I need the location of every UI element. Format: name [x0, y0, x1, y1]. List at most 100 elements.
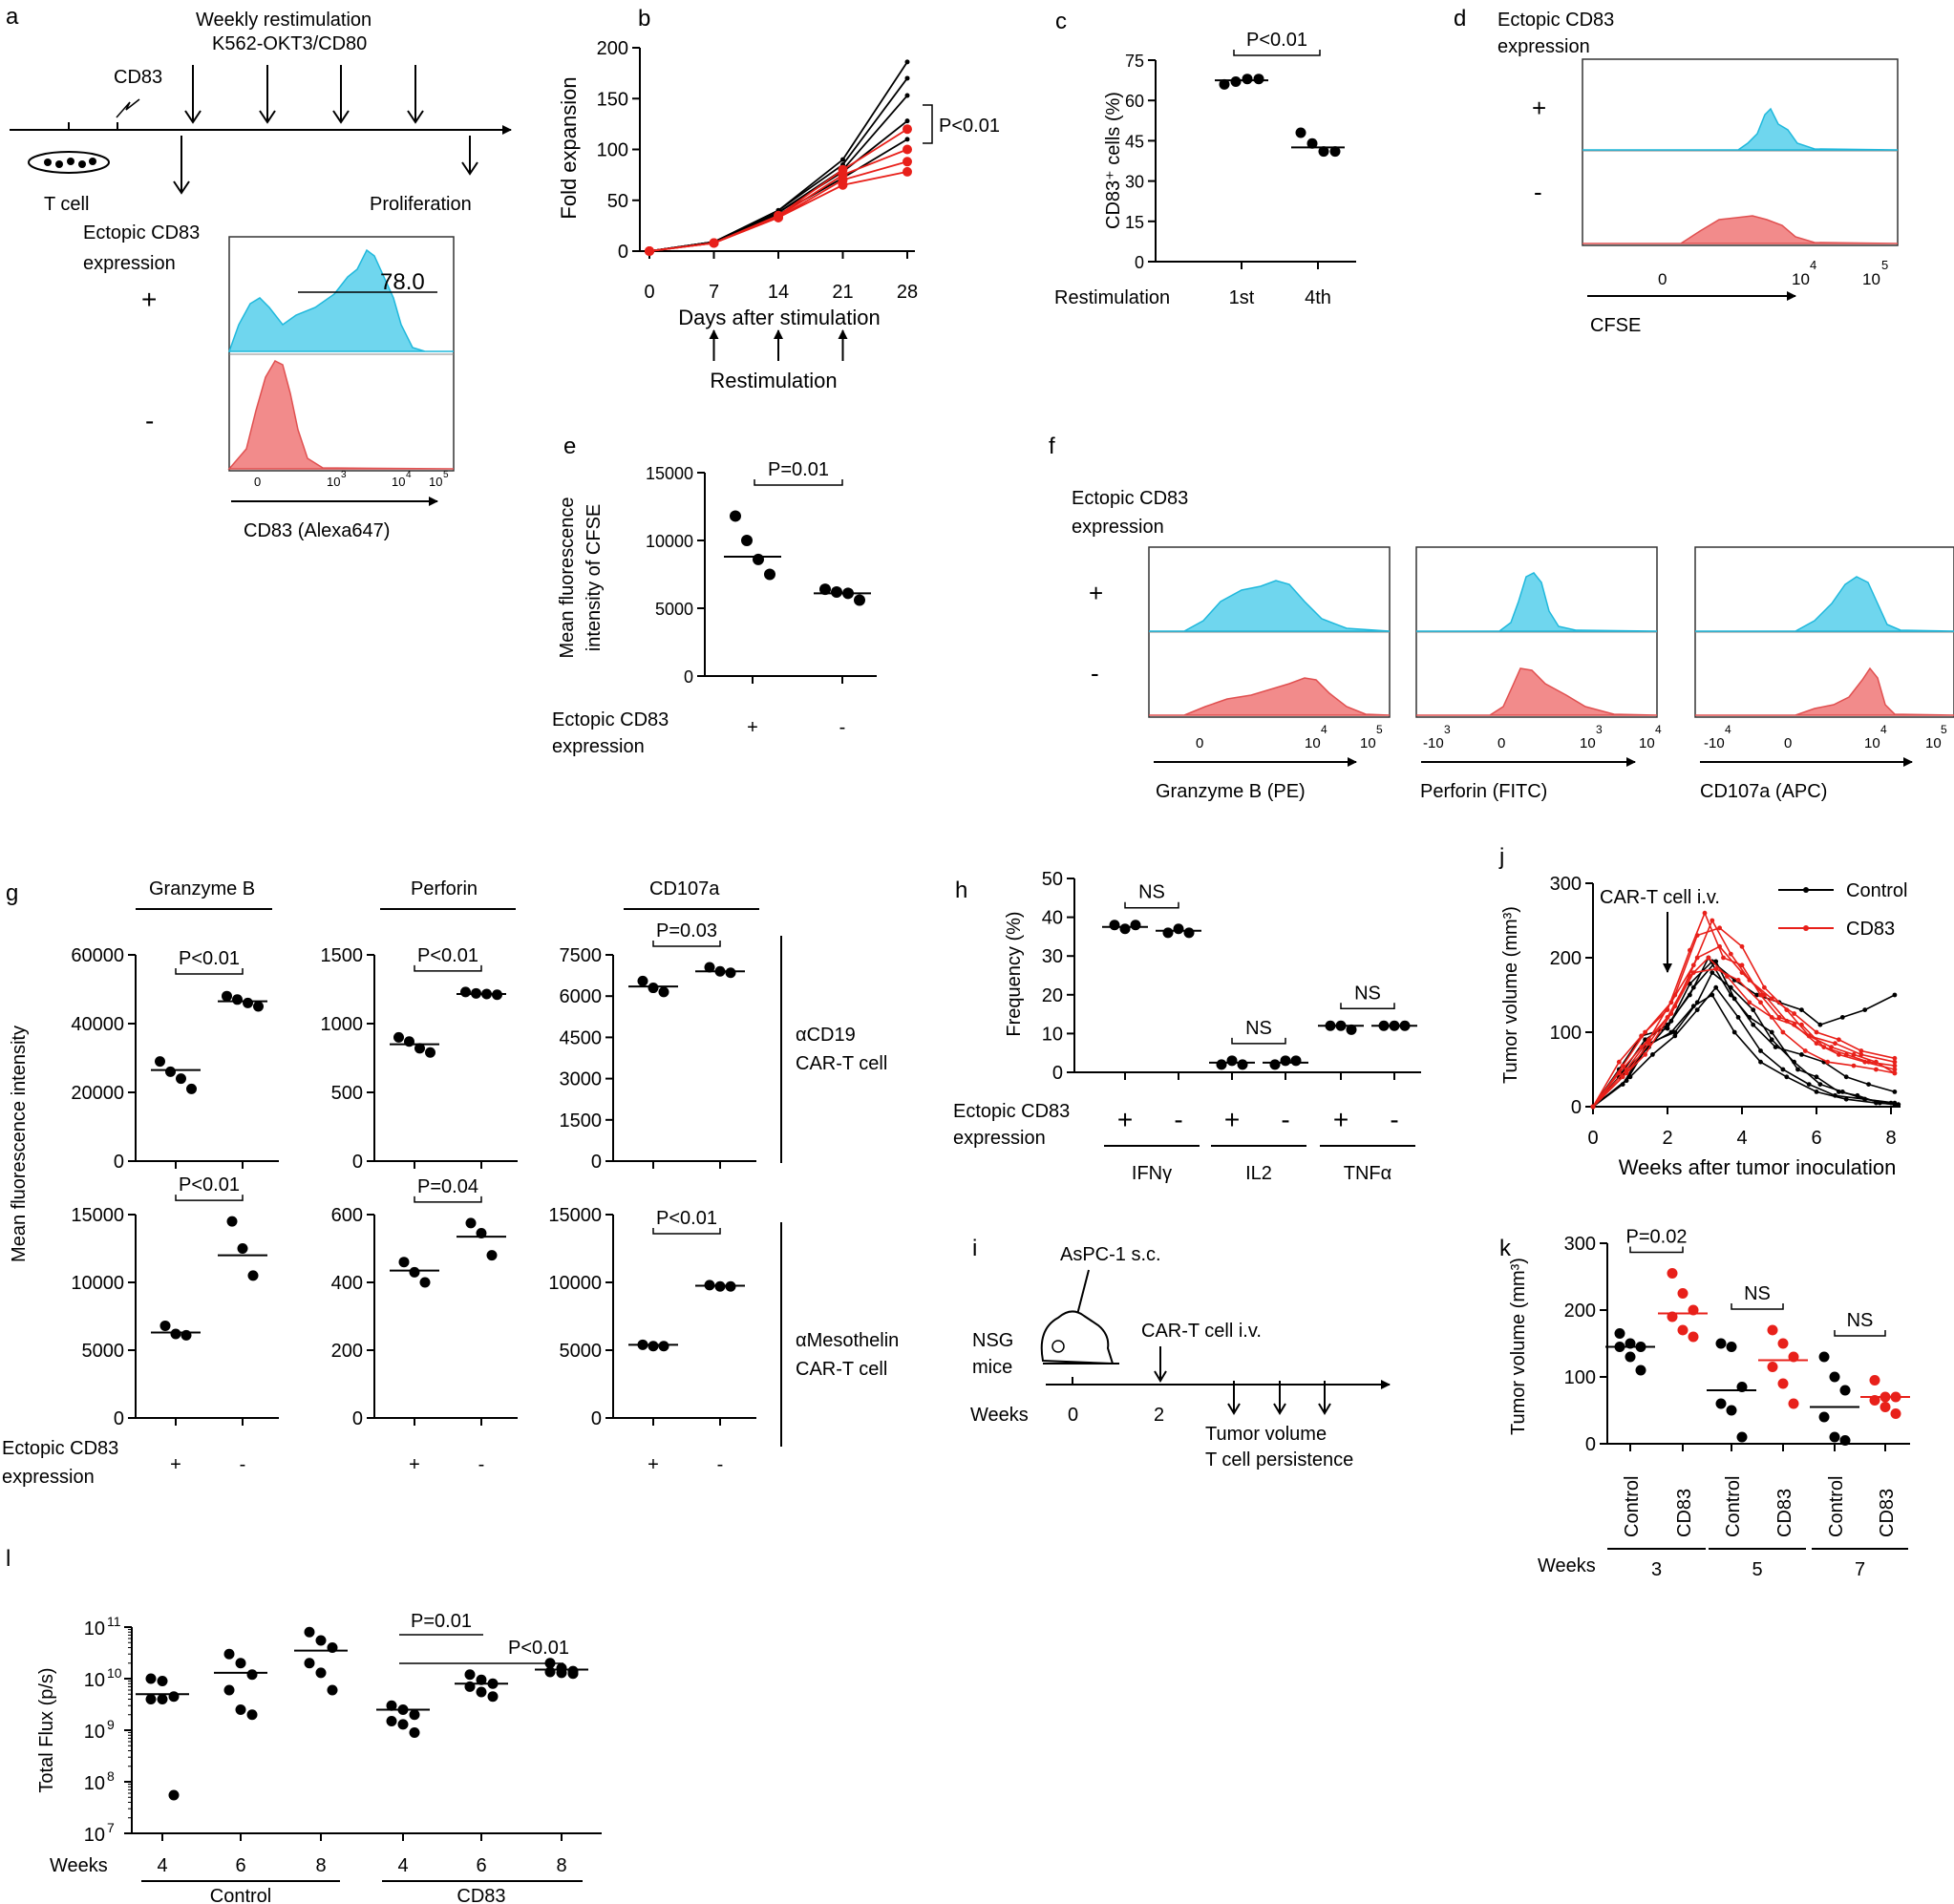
x-label: Days after stimulation [678, 306, 881, 329]
f3-tick: 4 [1880, 723, 1887, 736]
f2-tick: 0 [1497, 735, 1505, 751]
data-point [1818, 1351, 1830, 1363]
line-point [903, 124, 912, 135]
panel-f: Ectopic CD83 expression + - 0 10 4 10 5 … [1072, 488, 1954, 802]
y-tick-label: 200 [597, 38, 628, 59]
data-point [1726, 1342, 1737, 1352]
h-xtitle-1: Ectopic CD83 [953, 1101, 1070, 1122]
i-tumor: Tumor volume [1205, 1424, 1327, 1445]
data-point [1329, 146, 1341, 158]
data-point [1715, 1338, 1727, 1349]
f-histogram-3: -10 4 0 10 4 10 5 CD107a (APC) [1694, 546, 1954, 802]
mouse-icon [1040, 1310, 1115, 1365]
panel-label-a: a [6, 4, 19, 30]
data-point [246, 1669, 258, 1681]
data-point [1295, 127, 1306, 138]
series-line-cd83 [648, 148, 908, 252]
y-tick-label: 15000 [646, 464, 693, 483]
line-point [1843, 1096, 1849, 1102]
data-point [1688, 1331, 1699, 1343]
data-point [1829, 1431, 1840, 1443]
chart-h: 0 10 20 30 40 50 Frequency (%) + - NS IFNγ + - NS IL2 +… [1004, 869, 1421, 1184]
line-point [1690, 984, 1696, 990]
y-tick-label: 0 [591, 1408, 602, 1429]
significance-bracket [1731, 1303, 1784, 1310]
line-point [1616, 1070, 1622, 1076]
f-xlabel-1: Granzyme B (PE) [1156, 781, 1306, 802]
line-point [1706, 955, 1711, 961]
series-line-control [1592, 960, 1896, 1108]
line-point [1817, 1022, 1823, 1027]
restimulation-arrows [173, 65, 478, 195]
x-tick-label: Control [1622, 1476, 1643, 1537]
week-label: 3 [1651, 1559, 1662, 1580]
line-point [1754, 992, 1759, 998]
panel-label-i: i [972, 1236, 977, 1261]
p-value: NS [1354, 983, 1381, 1004]
data-point [658, 986, 669, 998]
g-row-2b: CAR-T cell [796, 1359, 887, 1380]
data-point [223, 1684, 235, 1696]
y-tick-label: 10 [84, 1670, 105, 1691]
y-tick-label: 10 [84, 1773, 105, 1794]
y-label: Total Flux (p/s) [36, 1667, 57, 1792]
p-value: NS [1744, 1283, 1771, 1304]
group-label: IL2 [1245, 1163, 1272, 1184]
data-point [464, 1669, 476, 1681]
data-point [854, 594, 865, 606]
line-point [1843, 1074, 1849, 1080]
line-point [1751, 1022, 1756, 1027]
p-value: P=0.01 [768, 459, 829, 480]
x-tick-label: 6 [1811, 1128, 1821, 1149]
series-line-cd83 [648, 160, 908, 252]
y-tick-label: 10 [84, 1722, 105, 1743]
f1-tick: 5 [1376, 723, 1383, 736]
x-title: expression [552, 736, 645, 757]
group-label: TNFα [1344, 1163, 1391, 1184]
panel-a: T cell CD83 Weekly restimulation K562-OK… [10, 10, 512, 541]
line-point [1616, 1059, 1622, 1065]
data-point [1162, 927, 1174, 939]
plus-sign: + [141, 285, 157, 314]
data-point [237, 1243, 248, 1254]
data-point [476, 1674, 487, 1685]
panel-label-e: e [563, 434, 576, 459]
f3-tick: 0 [1784, 735, 1792, 751]
data-point [1777, 1378, 1789, 1389]
y-tick-label: 0 [352, 1408, 363, 1429]
x-tick-label: CD83 [1877, 1489, 1898, 1537]
data-point [1788, 1398, 1799, 1409]
panel-label-c: c [1055, 9, 1067, 34]
data-point [409, 1266, 420, 1278]
data-point [181, 1329, 192, 1341]
line-point [1833, 1041, 1837, 1047]
x-tick-label: Control [1723, 1476, 1744, 1537]
series-line-control [1592, 960, 1896, 1108]
f-minus: - [1091, 659, 1099, 688]
data-point [1216, 1059, 1227, 1070]
g-row-1b: CAR-T cell [796, 1053, 887, 1074]
y-tick-label: 100 [597, 140, 628, 161]
f1-tick: 0 [1196, 735, 1203, 751]
data-point [414, 1043, 425, 1054]
y-tick-label: 60 [1125, 92, 1144, 111]
data-point [1767, 1362, 1778, 1372]
p-value: NS [1245, 1018, 1272, 1039]
line-point [904, 137, 910, 142]
y-tick-label: 15000 [548, 1205, 602, 1226]
x-tick-label: 28 [897, 282, 918, 303]
f3-tick: -10 [1704, 735, 1725, 751]
panel-label-d: d [1454, 6, 1466, 32]
a-tick: 4 [406, 470, 412, 480]
data-point [741, 535, 753, 546]
data-point [168, 1789, 180, 1801]
p-value: P=0.04 [417, 1176, 478, 1197]
d-ectopic-1: Ectopic CD83 [1497, 10, 1614, 31]
series-line-cd83 [1592, 926, 1896, 1108]
line-point [1758, 1059, 1763, 1065]
x-label: Weeks after tumor inoculation [1619, 1155, 1897, 1179]
p-value: P<0.01 [939, 116, 1000, 137]
line-point [1769, 1037, 1774, 1043]
chart-g3: 0 1500 3000 4500 6000 7500 P=0.03 [560, 920, 756, 1173]
y-tick-label-exp: 7 [107, 1820, 115, 1835]
